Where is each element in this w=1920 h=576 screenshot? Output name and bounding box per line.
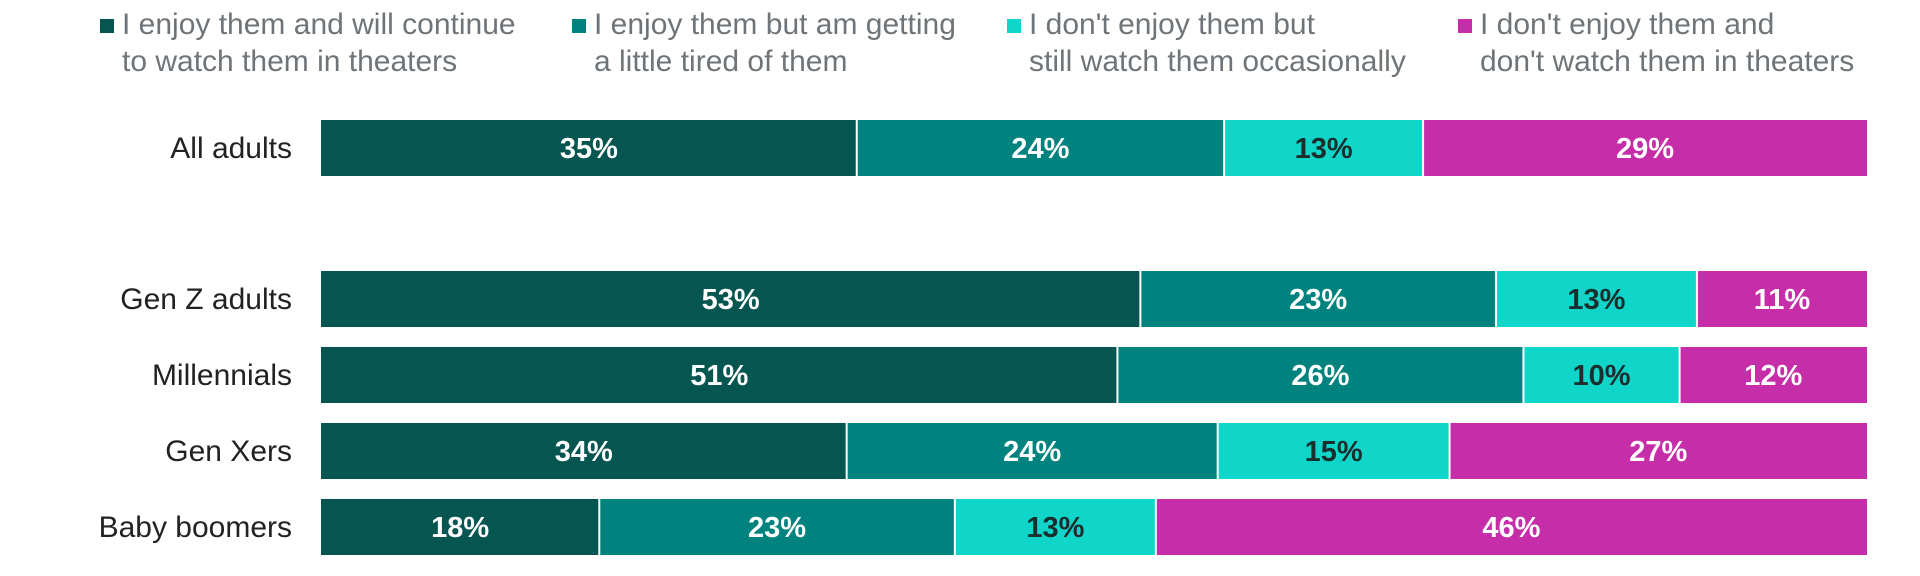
category-label-gen-z-adults: Gen Z adults [120, 283, 292, 316]
legend-label-enjoy-continue: I enjoy them and will continue to watch … [122, 8, 516, 78]
bar-gen-z-adults-not-enjoy-occasionally [1495, 271, 1697, 327]
value-label-millennials-enjoy-continue: 51% [690, 360, 748, 392]
bar-gen-xers-not-enjoy-occasionally [1217, 423, 1450, 479]
category-label-gen-xers: Gen Xers [165, 435, 292, 468]
bar-all-adults-not-enjoy-occasionally [1224, 120, 1424, 176]
legend-label-not-enjoy-occasionally: I don't enjoy them but still watch them … [1029, 8, 1406, 78]
value-label-gen-xers-enjoy-continue: 34% [555, 436, 613, 468]
bar-baby-boomers-enjoy-tired [599, 499, 955, 555]
bar-all-adults-enjoy-continue [321, 120, 857, 176]
value-label-gen-z-adults-not-enjoy-not-watch: 11% [1754, 284, 1811, 316]
bar-millennials-enjoy-continue [321, 347, 1118, 403]
bar-gen-z-adults-not-enjoy-not-watch [1696, 271, 1867, 327]
value-label-all-adults-enjoy-tired: 24% [1011, 133, 1069, 165]
value-label-all-adults-enjoy-continue: 35% [560, 133, 618, 165]
value-label-all-adults-not-enjoy-occasionally: 13% [1295, 133, 1353, 165]
value-label-millennials-not-enjoy-not-watch: 12% [1744, 360, 1802, 392]
legend-item-not-enjoy-not-watch: I don't enjoy them and don't watch them … [1458, 6, 1854, 80]
value-label-gen-xers-not-enjoy-occasionally: 15% [1305, 436, 1363, 468]
legend-swatch-not-enjoy-not-watch [1458, 19, 1472, 33]
legend-label-enjoy-tired: I enjoy them but am getting a little tir… [594, 8, 956, 78]
bar-millennials-not-enjoy-not-watch [1679, 347, 1867, 403]
legend-item-enjoy-continue: I enjoy them and will continue to watch … [100, 6, 516, 80]
bar-all-adults-enjoy-tired [856, 120, 1225, 176]
legend-swatch-enjoy-continue [100, 19, 114, 33]
value-label-baby-boomers-not-enjoy-not-watch: 46% [1482, 512, 1540, 544]
bar-gen-z-adults-enjoy-continue [321, 271, 1141, 327]
value-label-all-adults-not-enjoy-not-watch: 29% [1616, 133, 1674, 165]
value-label-baby-boomers-not-enjoy-occasionally: 13% [1026, 512, 1084, 544]
bar-baby-boomers-not-enjoy-not-watch [1155, 499, 1867, 555]
value-label-millennials-not-enjoy-occasionally: 10% [1573, 360, 1631, 392]
value-label-baby-boomers-enjoy-continue: 18% [431, 512, 489, 544]
legend-swatch-enjoy-tired [572, 19, 586, 33]
value-label-gen-z-adults-not-enjoy-occasionally: 13% [1567, 284, 1625, 316]
bar-millennials-not-enjoy-occasionally [1523, 347, 1680, 403]
bar-gen-z-adults-enjoy-tired [1140, 271, 1496, 327]
category-label-baby-boomers: Baby boomers [99, 511, 292, 544]
category-label-millennials: Millennials [152, 359, 292, 392]
value-label-gen-xers-not-enjoy-not-watch: 27% [1629, 436, 1687, 468]
bar-millennials-enjoy-tired [1117, 347, 1524, 403]
bar-gen-xers-enjoy-tired [846, 423, 1218, 479]
value-label-gen-xers-enjoy-tired: 24% [1003, 436, 1061, 468]
bar-gen-xers-not-enjoy-not-watch [1449, 423, 1867, 479]
value-label-baby-boomers-enjoy-tired: 23% [748, 512, 806, 544]
legend-label-not-enjoy-not-watch: I don't enjoy them and don't watch them … [1480, 8, 1855, 78]
bar-baby-boomers-enjoy-continue [321, 499, 600, 555]
value-label-gen-z-adults-enjoy-continue: 53% [702, 284, 760, 316]
value-label-millennials-enjoy-tired: 26% [1291, 360, 1349, 392]
legend-item-not-enjoy-occasionally: I don't enjoy them but still watch them … [1007, 6, 1406, 80]
bar-all-adults-not-enjoy-not-watch [1423, 120, 1867, 176]
value-label-gen-z-adults-enjoy-tired: 23% [1289, 284, 1347, 316]
legend-swatch-not-enjoy-occasionally [1007, 19, 1021, 33]
category-label-all-adults: All adults [170, 132, 292, 165]
bar-gen-xers-enjoy-continue [321, 423, 847, 479]
bar-baby-boomers-not-enjoy-occasionally [954, 499, 1156, 555]
legend-item-enjoy-tired: I enjoy them but am getting a little tir… [572, 6, 956, 80]
